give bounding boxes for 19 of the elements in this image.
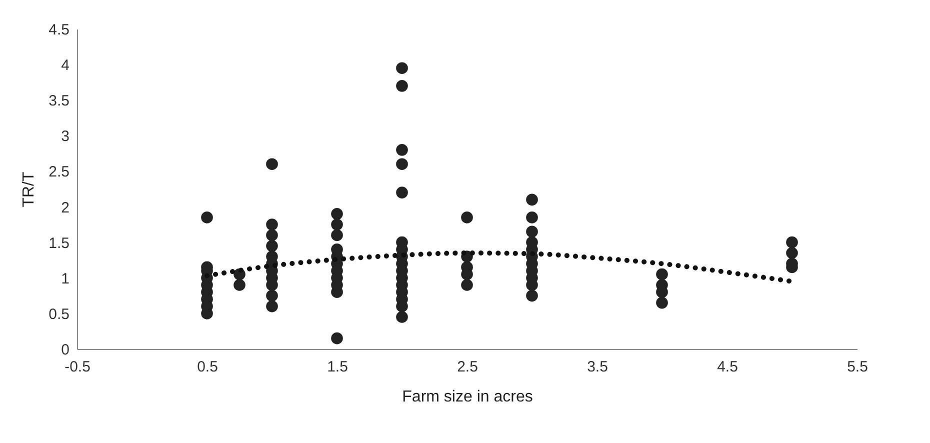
x-tick-label: 1.5: [327, 358, 348, 376]
y-tick-label: 3: [61, 128, 70, 146]
x-tick-label: 3.5: [587, 358, 608, 376]
x-tick-label: -0.5: [64, 358, 90, 376]
y-tick-label: 2.5: [48, 164, 70, 181]
y-tick-label: 1: [61, 270, 70, 288]
y-tick-label: 4: [61, 57, 70, 74]
x-tick-label: 0.5: [197, 358, 218, 376]
x-tick-label: 5.5: [847, 358, 868, 376]
y-tick-label: 0: [61, 342, 70, 358]
y-axis-title: TR/T: [20, 172, 38, 208]
y-tick-label: 0.5: [48, 306, 70, 323]
y-tick-label: 1.5: [48, 234, 70, 252]
y-tick-label: 2: [61, 199, 70, 216]
x-tick-label: 2.5: [457, 358, 478, 376]
y-tick-label: 4.5: [48, 22, 70, 38]
x-axis-title: Farm size in acres: [402, 388, 533, 406]
x-tick-label: 4.5: [717, 358, 738, 376]
y-tick-label: 3.5: [48, 92, 70, 110]
